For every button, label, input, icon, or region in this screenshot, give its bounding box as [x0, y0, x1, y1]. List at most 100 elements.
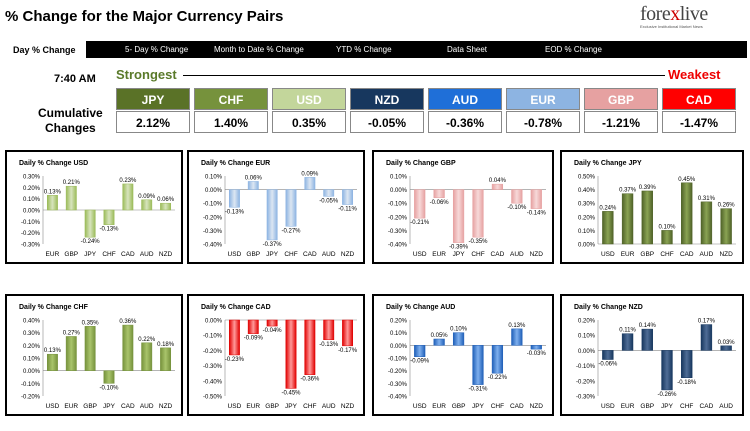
chart-usd: Daily % Change USD 0.30% 0.20% 0.10% 0.00% -0…: [19, 160, 175, 258]
x-tick-label: CHF: [102, 251, 115, 258]
tab-month-to-date[interactable]: Month to Date % Change: [214, 45, 304, 54]
data-label: 0.13%: [508, 323, 526, 329]
chart-cad: Daily % Change CAD 0.00% -0.10% -0.20% -0.30…: [201, 304, 358, 410]
bar-eur: [621, 333, 634, 351]
data-label: -0.06%: [598, 362, 618, 368]
x-tick-label: EUR: [432, 403, 446, 410]
tab-ytd-change[interactable]: YTD % Change: [336, 45, 392, 54]
bar-jpy: [84, 209, 96, 238]
chart-title: Daily % Change NZD: [574, 304, 643, 311]
data-label: 0.11%: [619, 328, 636, 334]
data-label: 0.36%: [119, 319, 137, 325]
tab-eod-change[interactable]: EOD % Change: [545, 45, 602, 54]
chart-title: Daily % Change AUD: [386, 304, 455, 311]
currency-value-cad: -1.47%: [662, 111, 736, 133]
chart-aud: Daily % Change AUD0.20%0.10%0.00%-0.10%-…: [386, 304, 546, 410]
data-label: -0.10%: [507, 205, 527, 211]
y-tick-label: -0.20%: [576, 379, 596, 385]
x-tick-label: AUD: [140, 251, 154, 258]
x-tick-label: AUD: [510, 251, 524, 258]
data-label: 0.31%: [698, 196, 716, 202]
x-tick-label: JPY: [84, 251, 97, 258]
y-tick-label: -0.10%: [203, 202, 223, 208]
y-tick-label: 0.20%: [23, 186, 41, 192]
x-tick-label: NZD: [530, 251, 544, 258]
data-label: -0.35%: [468, 239, 488, 245]
logo-text: fore: [640, 3, 671, 25]
y-tick-label: -0.10%: [21, 220, 41, 226]
bar-aud: [511, 189, 523, 204]
logo-subtitle: Exclusive Institutional Market News: [640, 24, 703, 29]
data-label: -0.13%: [319, 342, 339, 348]
y-tick-label: -0.10%: [21, 382, 41, 388]
x-tick-label: AUD: [322, 251, 336, 258]
bar-eur: [433, 338, 445, 346]
data-label: 0.17%: [698, 319, 716, 325]
tab-5-day-change[interactable]: 5- Day % Change: [125, 45, 189, 54]
forexlive-logo: forexlive Exclusive Institutional Market…: [640, 3, 720, 39]
x-tick-label: CAD: [303, 251, 317, 258]
currency-value-gbp: -1.21%: [584, 111, 658, 133]
tab-data-sheet[interactable]: Data Sheet: [447, 45, 488, 54]
chart-panel-usd: Daily % Change USD 0.30% 0.20% 0.10% 0.00% -0…: [5, 150, 183, 264]
x-tick-label: NZD: [159, 251, 173, 258]
bar-aud: [323, 319, 335, 341]
chart-eur: Daily % Change EUR 0.10% 0.00% -0.10% -0.20%…: [201, 160, 358, 258]
bar-eur: [65, 336, 77, 371]
x-tick-label: USD: [413, 251, 427, 258]
y-tick-label: -0.10%: [576, 364, 596, 370]
y-tick-label: 0.20%: [23, 344, 41, 350]
data-label: -0.13%: [225, 209, 245, 215]
bar-cad: [491, 183, 504, 190]
data-label: -0.24%: [81, 239, 101, 245]
x-tick-label: CAD: [121, 403, 135, 410]
y-tick-label: -0.30%: [203, 229, 223, 235]
strength-rule: [183, 75, 665, 76]
data-label: 0.13%: [44, 348, 62, 354]
bar-eur: [46, 195, 58, 211]
bar-gbp: [641, 190, 653, 245]
bar-gbp: [84, 326, 96, 371]
data-label: -0.13%: [99, 227, 119, 233]
y-tick-label: -0.30%: [21, 243, 41, 249]
data-label: -0.26%: [657, 392, 677, 398]
x-tick-label: USD: [228, 403, 242, 410]
data-label: -0.09%: [410, 359, 430, 365]
bar-jpy: [661, 350, 673, 391]
x-tick-label: NZD: [719, 251, 733, 258]
bar-chf: [661, 230, 673, 245]
bar-eur: [433, 189, 445, 199]
x-tick-label: GBP: [64, 251, 78, 258]
x-tick-label: CAD: [121, 251, 135, 258]
currency-box-chf: CHF: [194, 88, 268, 110]
y-tick-label: -0.30%: [388, 382, 408, 388]
x-tick-label: EUR: [246, 403, 260, 410]
y-tick-label: 0.20%: [390, 319, 408, 325]
data-label: -0.17%: [338, 348, 358, 354]
chart-title: Daily % Change CHF: [19, 304, 89, 311]
currency-box-gbp: GBP: [584, 88, 658, 110]
x-tick-label: CAD: [680, 251, 694, 258]
y-tick-label: 0.00%: [205, 319, 223, 325]
logo-text-end: live: [679, 3, 709, 25]
chart-nzd: Daily % Change NZD0.20%0.10%0.00%-0.10%-…: [574, 304, 736, 410]
bar-usd: [228, 319, 240, 356]
data-label: 0.27%: [63, 330, 81, 336]
chart-panel-aud: Daily % Change AUD 0.20% 0.10% 0.00% -0.10% -…: [372, 294, 554, 416]
bar-jpy: [103, 370, 115, 384]
bar-chf: [472, 189, 484, 238]
data-label: -0.21%: [410, 220, 430, 226]
y-tick-label: 0.30%: [578, 202, 596, 208]
data-label: 0.39%: [639, 185, 657, 191]
bar-nzd: [342, 189, 354, 205]
x-tick-label: GBP: [265, 403, 279, 410]
bar-nzd: [530, 345, 542, 350]
x-tick-label: CHF: [680, 403, 693, 410]
y-tick-label: 0.00%: [205, 188, 223, 194]
x-tick-label: CAD: [510, 403, 524, 410]
tab-day-change[interactable]: Day % Change: [5, 41, 86, 58]
currency-value-jpy: 2.12%: [116, 111, 190, 133]
currency-box-eur: EUR: [506, 88, 580, 110]
bar-nzd: [720, 208, 732, 245]
bar-cad: [304, 177, 316, 190]
